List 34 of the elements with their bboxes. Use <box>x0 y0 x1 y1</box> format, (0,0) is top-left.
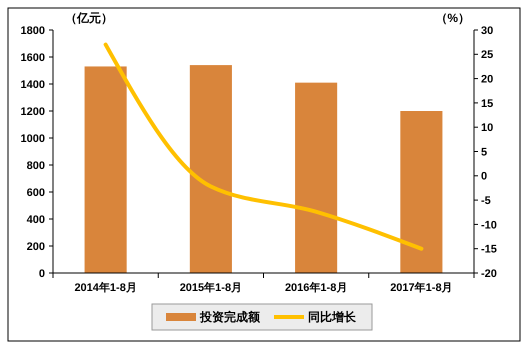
y-tick-label: 1200 <box>20 106 45 118</box>
y-tick-label: 0 <box>38 268 45 280</box>
y-tick-label: 200 <box>26 240 45 253</box>
x-tick-label: 2017年1-8月 <box>390 281 453 294</box>
y-tick-label: 1000 <box>20 132 45 145</box>
y2-tick-label: 20 <box>481 73 494 86</box>
bar <box>295 82 338 273</box>
y2-tick-label: -15 <box>481 244 497 256</box>
y2-tick-label: 15 <box>481 98 494 110</box>
y2-tick-label: 0 <box>481 170 488 183</box>
legend-label: 投资完成额 <box>199 310 261 324</box>
y-tick-label: 400 <box>26 214 45 226</box>
y2-tick-label: -5 <box>481 194 491 207</box>
bar <box>190 65 232 273</box>
y-tick-label: 800 <box>26 160 45 172</box>
bar <box>400 111 442 273</box>
y-axis-title: （亿元） <box>65 11 113 25</box>
y2-tick-label: 5 <box>481 146 488 158</box>
y-tick-label: 1400 <box>20 78 45 91</box>
x-tick-label: 2016年1-8月 <box>284 281 348 294</box>
legend-label: 同比增长 <box>308 310 357 324</box>
y2-tick-label: -10 <box>481 219 497 232</box>
bar <box>84 66 127 273</box>
y2-axis-title: （%） <box>435 11 470 25</box>
y2-tick-label: 25 <box>481 49 494 62</box>
line-series <box>104 42 424 251</box>
y2-tick-label: 30 <box>481 24 494 37</box>
y-tick-label: 1800 <box>20 24 45 37</box>
x-tick-label: 2014年1-8月 <box>74 281 137 294</box>
y2-tick-label: 10 <box>481 122 494 134</box>
x-tick-label: 2015年1-8月 <box>180 281 242 294</box>
y-tick-label: 1600 <box>20 52 45 64</box>
y-tick-label: 600 <box>26 186 45 199</box>
y2-tick-label: -20 <box>481 268 497 280</box>
